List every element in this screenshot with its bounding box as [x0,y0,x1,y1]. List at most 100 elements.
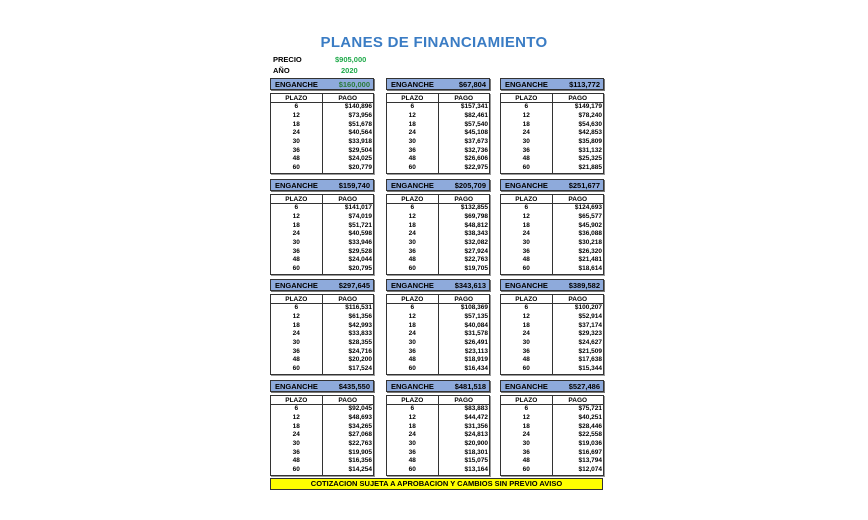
pago-cell: $30,218 [578,239,603,247]
plazo-header: PLAZO [270,294,323,304]
plazo-cell: 48 [500,155,553,164]
plan-block: ENGANCHE $343,613 PLAZO PAGO 6 $108,369 12 $57… [386,279,490,375]
enganche-amount: $159,740 [338,180,370,190]
pago-cell: $35,809 [578,138,603,146]
table-row: 48 $15,075 [386,457,490,466]
enganche-header: ENGANCHE $343,613 [386,279,490,291]
pago-cell: $18,614 [578,265,603,273]
table-row: 36 $32,736 [386,146,490,156]
plazo-cell: 24 [386,129,439,138]
plan-block: ENGANCHE $113,772 PLAZO PAGO 6 $149,179 12 $78… [500,78,604,174]
plazo-cell: 24 [500,431,553,440]
pago-cell: $19,705 [464,265,489,273]
plazo-header: PLAZO [500,294,553,304]
table-row: 60 $15,344 [500,364,604,374]
enganche-amount: $527,486 [568,381,600,391]
plazo-cell: 60 [500,163,553,173]
table-row: 18 $34,265 [270,422,374,432]
table-row: 18 $54,630 [500,120,604,130]
pago-cell: $24,716 [348,347,373,355]
pago-header: PAGO [438,294,490,304]
table-row: 30 $33,946 [270,238,374,248]
pago-cell: $33,918 [348,138,373,146]
table-row: 18 $45,902 [500,221,604,231]
plazo-cell: 12 [270,111,323,121]
table-row: 24 $40,598 [270,230,374,239]
table-row: 12 $44,472 [386,413,490,423]
enganche-label: ENGANCHE [391,180,434,190]
pago-cell: $124,693 [574,204,602,212]
pago-cell: $29,323 [578,330,603,338]
table-row: 24 $22,558 [500,431,604,440]
pago-cell: $33,946 [348,239,373,247]
pago-cell: $52,914 [578,313,603,321]
plazo-cell: 12 [270,413,323,423]
plazo-cell: 60 [500,264,553,274]
table-row: 36 $31,132 [500,146,604,156]
enganche-amount[interactable]: $160,000 [338,79,370,89]
plazo-cell: 48 [386,256,439,265]
pago-cell: $22,975 [464,164,489,172]
plazo-cell: 6 [270,102,323,112]
plazo-cell: 48 [500,457,553,466]
table-row: 60 $17,524 [270,364,374,374]
pago-cell: $31,356 [464,422,489,430]
plazo-cell: 60 [270,364,323,374]
enganche-label: ENGANCHE [391,79,434,89]
pago-cell: $69,798 [464,213,489,221]
pago-cell: $28,446 [578,422,603,430]
pago-cell: $33,833 [348,330,373,338]
payment-table: PLAZO PAGO 6 $157,341 12 $82,461 18 $57,540 24 $4… [386,93,490,174]
enganche-amount: $251,677 [568,180,600,190]
plazo-cell: 18 [500,321,553,331]
plazo-cell: 36 [270,146,323,156]
plazo-cell: 12 [386,312,439,322]
table-row: 30 $35,809 [500,137,604,147]
pago-cell: $40,598 [348,230,373,238]
table-row: 30 $20,900 [386,439,490,449]
plazo-cell: 30 [500,439,553,449]
pago-cell: $108,369 [460,304,488,312]
pago-header: PAGO [552,93,604,103]
pago-cell: $132,855 [460,204,488,212]
payment-table: PLAZO PAGO 6 $75,721 12 $40,251 18 $28,446 24 $22… [500,395,604,476]
pago-cell: $19,905 [348,448,373,456]
table-row: 30 $30,218 [500,238,604,248]
table-row: 18 $51,721 [270,221,374,231]
plan-block: ENGANCHE $527,486 PLAZO PAGO 6 $75,721 12 $40,… [500,380,604,476]
pago-cell: $25,325 [578,155,603,163]
plazo-cell: 6 [386,102,439,112]
pago-cell: $27,924 [464,247,489,255]
plan-block: ENGANCHE $205,709 PLAZO PAGO 6 $132,855 12 $69… [386,179,490,275]
table-row: 12 $74,019 [270,212,374,222]
table-row: 48 $16,356 [270,457,374,466]
table-row: 48 $18,919 [386,356,490,365]
plazo-header: PLAZO [500,93,553,103]
pago-cell: $82,461 [464,112,489,120]
pago-header: PAGO [552,294,604,304]
plazo-cell: 24 [270,129,323,138]
pago-header: PAGO [552,395,604,405]
table-row: 60 $20,779 [270,163,374,173]
enganche-header: ENGANCHE $297,645 [270,279,374,291]
pago-cell: $78,240 [578,112,603,120]
enganche-header: ENGANCHE $160,000 [270,78,374,90]
enganche-label: ENGANCHE [275,180,318,190]
plazo-cell: 24 [500,129,553,138]
table-row: 48 $13,794 [500,457,604,466]
pago-cell: $57,135 [464,313,489,321]
pago-cell: $140,896 [344,103,372,111]
plazo-header: PLAZO [500,395,553,405]
payment-table: PLAZO PAGO 6 $141,017 12 $74,019 18 $51,721 24 $4… [270,194,374,275]
plazo-cell: 6 [270,203,323,213]
plan-block: ENGANCHE $297,645 PLAZO PAGO 6 $116,531 12 $61… [270,279,374,375]
pago-cell: $27,068 [348,431,373,439]
plan-block: ENGANCHE $251,677 PLAZO PAGO 6 $124,693 12 $65… [500,179,604,275]
table-row: 36 $16,697 [500,448,604,458]
table-row: 18 $48,812 [386,221,490,231]
table-row: 36 $21,509 [500,347,604,357]
table-row: 24 $42,853 [500,129,604,138]
plazo-cell: 6 [386,203,439,213]
pago-cell: $13,794 [578,457,603,465]
table-row: 60 $12,074 [500,465,604,475]
